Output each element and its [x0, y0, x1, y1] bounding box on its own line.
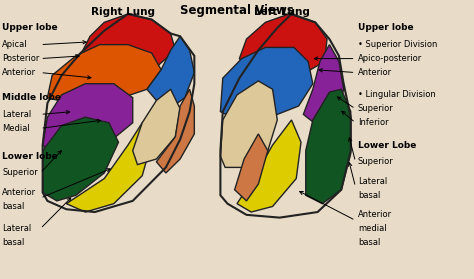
Polygon shape: [303, 45, 344, 126]
Polygon shape: [133, 89, 180, 165]
Polygon shape: [239, 14, 327, 78]
Text: Left Lung: Left Lung: [254, 7, 310, 17]
Text: • Superior Division: • Superior Division: [358, 40, 437, 49]
Text: Middle lobe: Middle lobe: [2, 93, 61, 102]
Polygon shape: [235, 134, 268, 201]
Text: medial: medial: [358, 224, 386, 233]
Polygon shape: [83, 14, 175, 75]
Text: Inferior: Inferior: [358, 118, 389, 127]
Polygon shape: [47, 45, 161, 106]
Text: Medial: Medial: [2, 124, 30, 133]
Polygon shape: [237, 120, 301, 212]
Text: basal: basal: [2, 238, 25, 247]
Text: Lateral: Lateral: [2, 110, 32, 119]
Text: basal: basal: [358, 238, 380, 247]
Text: Posterior: Posterior: [2, 54, 40, 63]
Polygon shape: [306, 89, 351, 204]
Polygon shape: [220, 81, 277, 167]
Text: Superior: Superior: [358, 104, 393, 113]
Polygon shape: [220, 47, 313, 123]
Text: Anterior: Anterior: [2, 68, 36, 77]
Text: Lateral: Lateral: [358, 177, 387, 186]
Text: basal: basal: [358, 191, 380, 200]
Text: • Lingular Division: • Lingular Division: [358, 90, 436, 99]
Text: Superior: Superior: [2, 169, 38, 177]
Text: Anterior: Anterior: [2, 188, 36, 197]
Polygon shape: [43, 84, 133, 153]
Polygon shape: [156, 89, 194, 173]
Text: Apico-posterior: Apico-posterior: [358, 54, 422, 63]
Text: basal: basal: [2, 202, 25, 211]
Text: Lower lobe: Lower lobe: [2, 152, 58, 161]
Text: Lateral: Lateral: [2, 224, 32, 233]
Text: Anterior: Anterior: [358, 210, 392, 219]
Polygon shape: [43, 117, 118, 201]
Text: Right Lung: Right Lung: [91, 7, 155, 17]
Text: Upper lobe: Upper lobe: [2, 23, 58, 32]
Text: Anterior: Anterior: [358, 68, 392, 77]
Text: Upper lobe: Upper lobe: [358, 23, 413, 32]
Text: Lower Lobe: Lower Lobe: [358, 141, 416, 150]
Text: Superior: Superior: [358, 157, 393, 166]
Polygon shape: [66, 123, 152, 212]
Polygon shape: [147, 36, 194, 112]
Text: Segmental Views: Segmental Views: [180, 4, 294, 17]
Text: Apical: Apical: [2, 40, 28, 49]
